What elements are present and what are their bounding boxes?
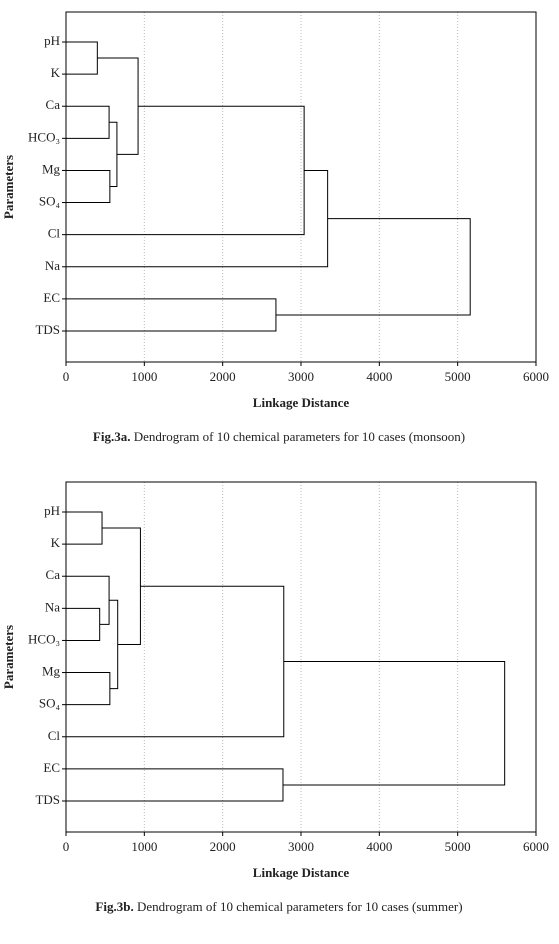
leaf-label: Mg bbox=[42, 664, 61, 679]
leaf-label: HCO₃ bbox=[28, 129, 60, 144]
dendrogram-link bbox=[66, 41, 98, 75]
x-tick-label: 1000 bbox=[131, 839, 157, 854]
x-tick-label: 4000 bbox=[366, 369, 392, 384]
caption-label: Fig.3a. bbox=[93, 429, 131, 444]
leaf-label: Ca bbox=[46, 97, 61, 112]
leaf-label: TDS bbox=[35, 792, 60, 807]
leaf-label: Cl bbox=[48, 728, 61, 743]
x-tick-label: 6000 bbox=[523, 839, 549, 854]
x-tick-label: 6000 bbox=[523, 369, 549, 384]
dendrogram-link bbox=[66, 575, 110, 625]
plot-frame bbox=[65, 11, 537, 363]
x-axis-label: Linkage Distance bbox=[253, 395, 350, 410]
y-axis-label: Parameters bbox=[1, 625, 16, 689]
dendrogram-link bbox=[66, 169, 329, 268]
caption: Fig.3b. Dendrogram of 10 chemical parame… bbox=[95, 899, 462, 914]
dendrogram-link bbox=[66, 298, 277, 332]
x-tick-label: 2000 bbox=[210, 839, 236, 854]
dendrogram-link bbox=[66, 105, 110, 139]
caption: Fig.3a. Dendrogram of 10 chemical parame… bbox=[93, 429, 465, 444]
leaf-label: K bbox=[51, 65, 61, 80]
x-axis-label: Linkage Distance bbox=[253, 865, 350, 880]
leaf-label: TDS bbox=[35, 322, 60, 337]
caption-text: Dendrogram of 10 chemical parameters for… bbox=[134, 429, 465, 444]
x-tick-label: 5000 bbox=[445, 369, 471, 384]
x-tick-label: 5000 bbox=[445, 839, 471, 854]
dendrogram-link bbox=[66, 607, 101, 641]
dendrogram-link bbox=[66, 105, 305, 236]
x-tick-label: 1000 bbox=[131, 369, 157, 384]
dendrogram-link bbox=[282, 661, 506, 786]
leaf-label: Ca bbox=[46, 567, 61, 582]
x-tick-label: 0 bbox=[63, 839, 70, 854]
leaf-label: K bbox=[51, 535, 61, 550]
plot-frame bbox=[65, 481, 537, 833]
caption-text: Dendrogram of 10 chemical parameters for… bbox=[137, 899, 463, 914]
dendrogram-link bbox=[66, 672, 111, 706]
caption-label: Fig.3b. bbox=[95, 899, 133, 914]
y-axis-label: Parameters bbox=[1, 155, 16, 219]
dendrogram-link bbox=[109, 599, 119, 690]
leaf-label: EC bbox=[43, 290, 60, 305]
dendrogram-link bbox=[66, 511, 103, 545]
x-tick-label: 2000 bbox=[210, 369, 236, 384]
dendrogram-link bbox=[66, 169, 111, 204]
dendrogram-link bbox=[275, 218, 471, 316]
leaf-label: pH bbox=[44, 33, 60, 48]
x-tick-label: 3000 bbox=[288, 839, 314, 854]
x-tick-label: 3000 bbox=[288, 369, 314, 384]
leaf-label: SO₄ bbox=[39, 194, 61, 209]
leaf-label: Na bbox=[45, 599, 60, 614]
x-tick-label: 4000 bbox=[366, 839, 392, 854]
leaf-label: pH bbox=[44, 503, 60, 518]
dendrogram-link bbox=[66, 768, 284, 802]
x-tick-label: 0 bbox=[63, 369, 70, 384]
leaf-label: HCO₃ bbox=[28, 631, 60, 646]
leaf-label: Cl bbox=[48, 226, 61, 241]
leaf-label: Mg bbox=[42, 161, 61, 176]
dendrogram-link bbox=[66, 585, 285, 738]
dendrogram-link bbox=[102, 527, 141, 645]
leaf-label: EC bbox=[43, 760, 60, 775]
leaf-label: Na bbox=[45, 258, 60, 273]
leaf-label: SO₄ bbox=[39, 696, 61, 711]
